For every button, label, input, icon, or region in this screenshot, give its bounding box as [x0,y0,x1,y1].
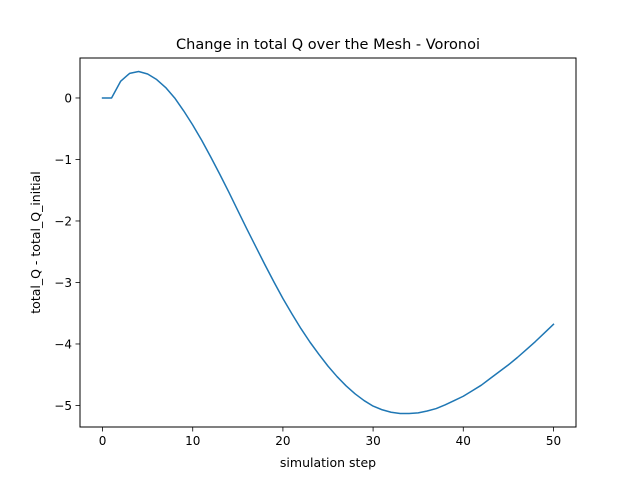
x-tick-label: 40 [456,434,471,448]
x-tick-label: 0 [99,434,107,448]
chart-title: Change in total Q over the Mesh - Vorono… [176,37,480,53]
x-tick-label: 50 [546,434,561,448]
y-tick-label: 0 [64,91,72,105]
y-tick-label: −3 [54,276,72,290]
y-axis-label: total_Q - total_Q_initial [28,171,43,313]
y-tick-label: −5 [54,399,72,413]
x-tick-label: 10 [185,434,200,448]
x-tick-label: 20 [275,434,290,448]
series-line [101,70,555,415]
y-tick-label: −2 [54,214,72,228]
x-axis-ticks: 0 10 20 30 40 50 [99,427,561,448]
plot-area [101,70,555,415]
y-axis-ticks: 0 −1 −2 −3 −4 −5 [54,91,80,413]
plot-frame [79,57,577,428]
x-tick-label: 30 [365,434,380,448]
y-tick-label: −1 [54,153,72,167]
x-axis-label: simulation step [280,455,376,470]
y-tick-label: −4 [54,337,72,351]
